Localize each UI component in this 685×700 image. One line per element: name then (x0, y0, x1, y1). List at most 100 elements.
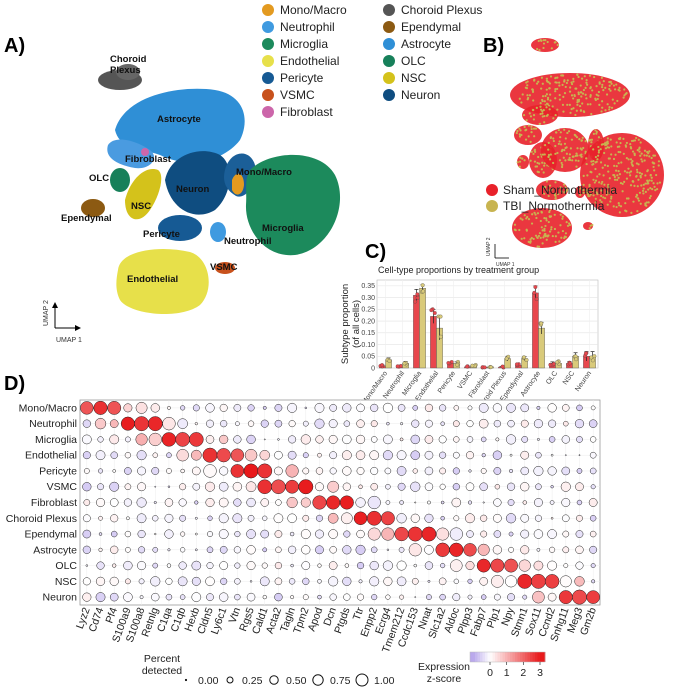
bar-point-endothelial-sham-normothermia (432, 311, 437, 315)
dot-vsmc-tpm2 (298, 479, 314, 495)
dot-endothelial-tpm2 (302, 452, 309, 459)
umap-b-point (656, 182, 659, 185)
umap-b-point (530, 127, 533, 131)
umap-b-point (539, 105, 542, 108)
dot-olc-ttr (356, 561, 365, 570)
dot-ependymal-rgs5 (246, 529, 256, 539)
umap-b-point (648, 179, 651, 182)
dot-choroid-plexus-lyz2 (82, 514, 91, 523)
umap-b-point (629, 145, 632, 149)
umap-b-point (628, 171, 631, 174)
colorbar-segment (520, 652, 523, 662)
size-legend-label: 0.25 (242, 675, 263, 687)
umap-b-point (529, 115, 533, 118)
umap-b-point (534, 234, 538, 237)
dotplot-row-label-endothelial: Endothelial (25, 450, 77, 462)
umap-b-point (583, 75, 586, 78)
umap-b-point (552, 117, 555, 120)
umap-b-point (596, 158, 599, 161)
umap-b-point (629, 170, 633, 173)
umap-b-point (612, 205, 615, 208)
umap-b-point (540, 168, 543, 171)
dot-astrocyte-rgs5 (246, 545, 256, 555)
size-legend-dot (269, 675, 279, 685)
dot-choroid-plexus-sox11 (534, 514, 542, 522)
umap-b-point (610, 82, 613, 85)
umap-b-point (538, 232, 542, 235)
umap-b-point (546, 235, 549, 238)
umap-b-point (538, 162, 541, 165)
umap-b-point (532, 127, 536, 130)
dot-fibroblast-tmem212 (399, 500, 404, 505)
umap-label-microglia: Microglia (262, 223, 304, 234)
dot-ependymal-fabp7 (480, 530, 488, 538)
dot-endothelial-cald1 (259, 450, 270, 461)
dot-astrocyte-sox11 (536, 547, 541, 552)
dot-choroid-plexus-tagln (287, 513, 297, 524)
dot-olc-rgs5 (246, 561, 256, 571)
umap-b-point (519, 129, 522, 132)
dot-neutrophil-cd74 (94, 418, 107, 430)
dot-vsmc-snhg11 (560, 481, 571, 492)
dot-neuron-ttr (357, 593, 364, 601)
umap-b-point (526, 94, 529, 97)
condition-label-sham-normothermia: Sham_Normothermia (503, 183, 617, 197)
dot-microglia-cd74 (97, 436, 104, 443)
dotplot-row-label-nsc: NSC (55, 576, 78, 588)
umap-b-point (582, 174, 585, 177)
dot-pericyte-s100a8 (137, 466, 146, 476)
bar-point-microglia-tbi-normothermia (421, 289, 425, 294)
umap-b-point (625, 156, 628, 160)
umap-b-point (534, 165, 537, 168)
umap-b-point (619, 136, 622, 140)
umap-b-point (621, 182, 624, 185)
dot-microglia-cldn5 (205, 435, 215, 444)
dot-pericyte-tpm2 (302, 467, 310, 475)
dot-choroid-plexus-ttr (353, 511, 368, 526)
umap-b-point (554, 197, 557, 200)
legend-label-mono-macro: Mono/Macro (280, 3, 347, 17)
dot-astrocyte-s100a8 (138, 546, 146, 554)
dot-pericyte-slc1a2 (439, 467, 446, 475)
dotplot-row-label-mono-macro: Mono/Macro (19, 402, 78, 414)
umap-b-point (548, 108, 551, 111)
dot-vsmc-aldoc (452, 483, 460, 491)
umap-b-point (639, 202, 642, 205)
dot-endothelial-pf4 (110, 451, 118, 459)
umap-b-point (540, 210, 543, 213)
umap-b-point (600, 110, 603, 113)
colorbar-segment (542, 652, 546, 662)
dot-vsmc-plp1 (494, 484, 501, 490)
dot-fibroblast-hexb (194, 500, 199, 505)
umap-b-point (645, 154, 648, 157)
umap-b-point (622, 137, 625, 140)
bar-point-fibroblast-sham-normothermia (482, 365, 487, 370)
bar-point-microglia-tbi-normothermia (420, 283, 425, 288)
umap-b-region-10 (575, 186, 585, 198)
umap-b-point (579, 109, 583, 112)
bar-point-mono-macro-sham-normothermia (380, 363, 384, 368)
umap-b-point (536, 170, 539, 173)
umap-b-point (520, 237, 523, 240)
dot-pericyte-cald1 (257, 463, 273, 479)
dot-nsc-tagln (288, 578, 296, 585)
dot-microglia-sox11 (536, 437, 540, 441)
umap-label-nsc: NSC (131, 201, 151, 212)
umap-b-point (528, 112, 531, 115)
legend-label-choroid-plexus: Choroid Plexus (401, 3, 482, 17)
dot-neutrophil-hexb (194, 422, 198, 426)
dot-pericyte-tagln (285, 464, 299, 478)
umap-b-point (544, 232, 547, 236)
dot-microglia-c1qb (175, 432, 190, 447)
umap-b-point (580, 155, 583, 158)
umap-label-vsmc: VSMC (210, 262, 238, 273)
umap-b-point (655, 187, 659, 191)
dot-neuron-cald1 (262, 594, 267, 600)
colorbar-segment (525, 652, 528, 662)
legend-swatch-microglia (262, 38, 274, 50)
bar-point-astrocyte-sham-normothermia (534, 297, 539, 302)
umap-b-point (627, 158, 630, 161)
dot-vsmc-npy (506, 482, 516, 491)
umap-b-point (582, 146, 585, 150)
dot-astrocyte-ccdc153 (408, 543, 422, 557)
